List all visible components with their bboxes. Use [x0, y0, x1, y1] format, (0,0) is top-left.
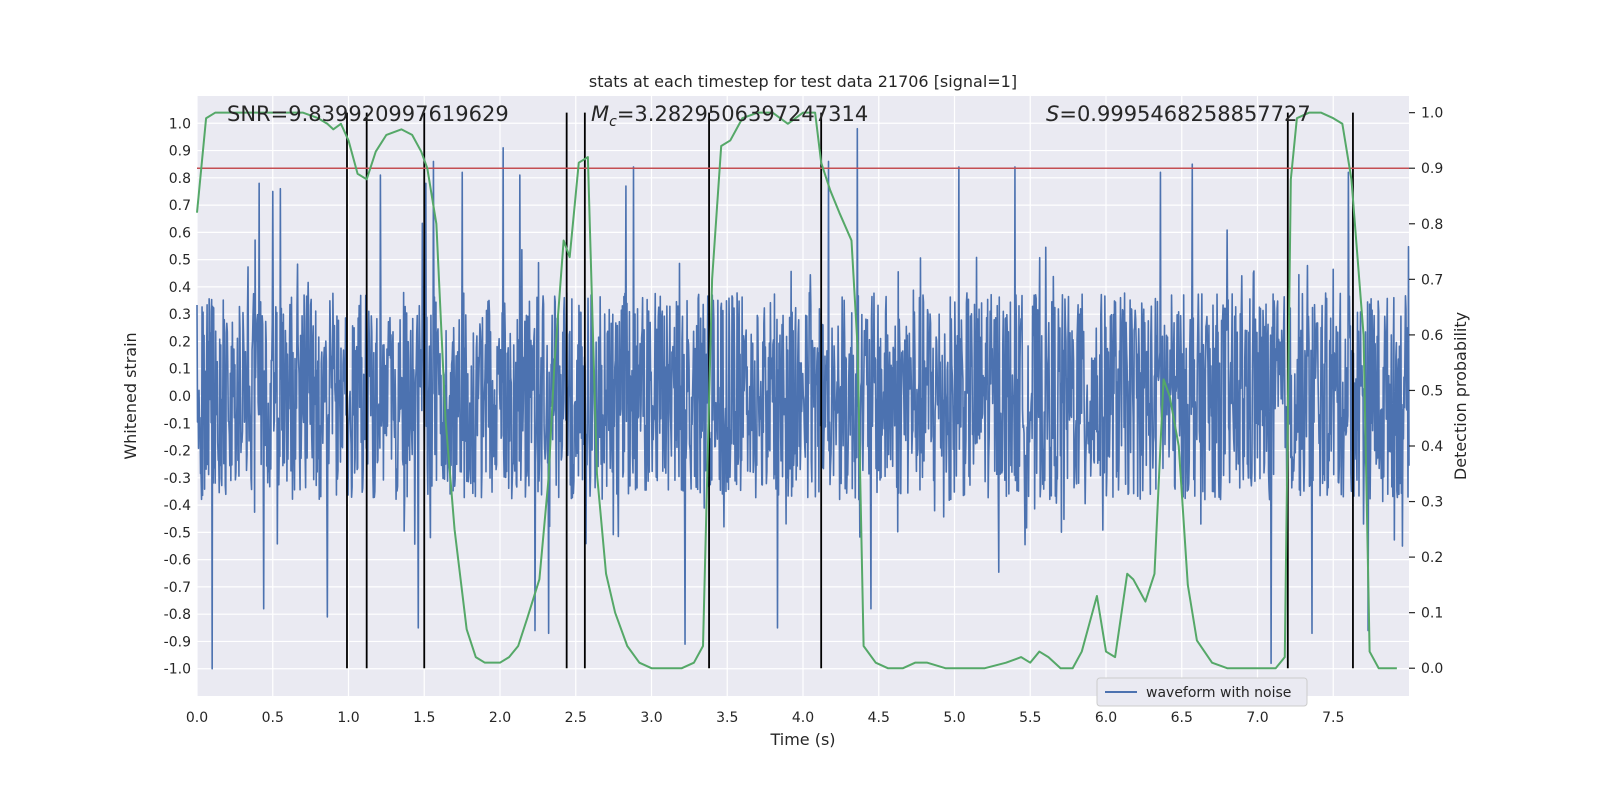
y2-tick-label: 0.9	[1421, 161, 1443, 177]
probability-line	[196, 111, 1397, 670]
x-axis-ticks: 0.0 0.5 1.0 1.5 2.0 2.5 3.0 3.5 4.0 4.5 5.0 5.5 6.0 6…	[186, 710, 1345, 726]
chirp-mass-annotation: Mc=3.2829506397247314	[591, 102, 868, 130]
y-tick-label: 0.6	[169, 225, 191, 241]
detection-probability-series	[196, 111, 1397, 670]
y-tick-label: 0.0	[169, 389, 191, 405]
x-tick-label: 0.0	[186, 710, 208, 726]
waveform-series	[196, 127, 1410, 670]
y-tick-label: 0.8	[169, 171, 191, 187]
y-tick-label: -0.2	[164, 444, 191, 460]
legend: waveform with noise	[1096, 677, 1308, 707]
y2-axis-ticks: 1.0 0.9 0.8 0.7 0.6 0.5 0.4 0.3 0.2 0.1 0.0	[1409, 106, 1443, 677]
x-tick-label: 2.5	[565, 710, 587, 726]
y-axis-label: Whitened strain	[121, 332, 140, 459]
y2-tick-label: 0.5	[1421, 383, 1443, 399]
y-tick-label: 0.4	[169, 280, 191, 296]
y-tick-label: -0.7	[164, 580, 191, 596]
legend-label: waveform with noise	[1146, 685, 1291, 701]
x-tick-label: 6.0	[1095, 710, 1117, 726]
y-tick-label: 1.0	[169, 116, 191, 132]
y-tick-label: -1.0	[164, 662, 191, 678]
y2-tick-label: 0.7	[1421, 272, 1443, 288]
y-tick-label: -0.5	[164, 525, 191, 541]
x-tick-label: 5.0	[943, 710, 965, 726]
waveform-line	[196, 127, 1410, 670]
y-tick-label: 0.3	[169, 307, 191, 323]
chirp-mass-symbol: M	[591, 102, 609, 126]
y-tick-label: 0.9	[169, 144, 191, 160]
y-tick-label: -0.9	[164, 634, 191, 650]
y2-tick-label: 0.3	[1421, 495, 1443, 511]
chirp-mass-subscript: c	[609, 114, 617, 130]
x-tick-label: 0.5	[262, 710, 284, 726]
x-tick-label: 6.5	[1171, 710, 1193, 726]
snr-annotation: SNR=9.839920997619629	[227, 102, 509, 126]
y-tick-label: 0.7	[169, 198, 191, 214]
x-tick-label: 1.0	[337, 710, 359, 726]
y2-tick-label: 0.4	[1421, 439, 1443, 455]
x-tick-label: 7.0	[1246, 710, 1268, 726]
x-tick-label: 7.5	[1322, 710, 1344, 726]
score-symbol: S	[1046, 102, 1059, 126]
y-tick-label: 0.2	[169, 334, 191, 350]
chart-title: stats at each timestep for test data 217…	[589, 72, 1017, 91]
chirp-mass-value: =3.2829506397247314	[617, 102, 868, 126]
y2-tick-label: 0.2	[1421, 550, 1443, 566]
y-tick-label: -0.8	[164, 607, 191, 623]
x-tick-label: 5.5	[1019, 710, 1041, 726]
x-axis-label: Time (s)	[769, 730, 835, 749]
y-tick-label: -0.4	[164, 498, 191, 514]
y2-tick-label: 1.0	[1421, 106, 1443, 122]
y-axis-ticks: 1.0 0.9 0.8 0.7 0.6 0.5 0.4 0.3 0.2 0.1 0.0 -0.1 -0.…	[164, 116, 191, 677]
x-tick-label: 3.5	[716, 710, 738, 726]
y-tick-label: -0.1	[164, 416, 191, 432]
y-tick-label: -0.6	[164, 553, 191, 569]
y2-tick-label: 0.8	[1421, 217, 1443, 233]
score-annotation: S=0.9995468258857727	[1046, 102, 1311, 126]
y2-tick-label: 0.6	[1421, 328, 1443, 344]
legend-box	[1096, 677, 1308, 707]
x-tick-label: 1.5	[413, 710, 435, 726]
x-tick-label: 4.5	[868, 710, 890, 726]
y2-tick-label: 0.1	[1421, 606, 1443, 622]
score-value: =0.9995468258857727	[1059, 102, 1310, 126]
x-tick-label: 4.0	[792, 710, 814, 726]
y-tick-label: 0.5	[169, 253, 191, 269]
x-tick-label: 2.0	[489, 710, 511, 726]
y2-axis-label: Detection probability	[1451, 312, 1470, 480]
x-tick-label: 3.0	[640, 710, 662, 726]
y2-tick-label: 0.0	[1421, 661, 1443, 677]
y-tick-label: -0.3	[164, 471, 191, 487]
y-tick-label: 0.1	[169, 362, 191, 378]
